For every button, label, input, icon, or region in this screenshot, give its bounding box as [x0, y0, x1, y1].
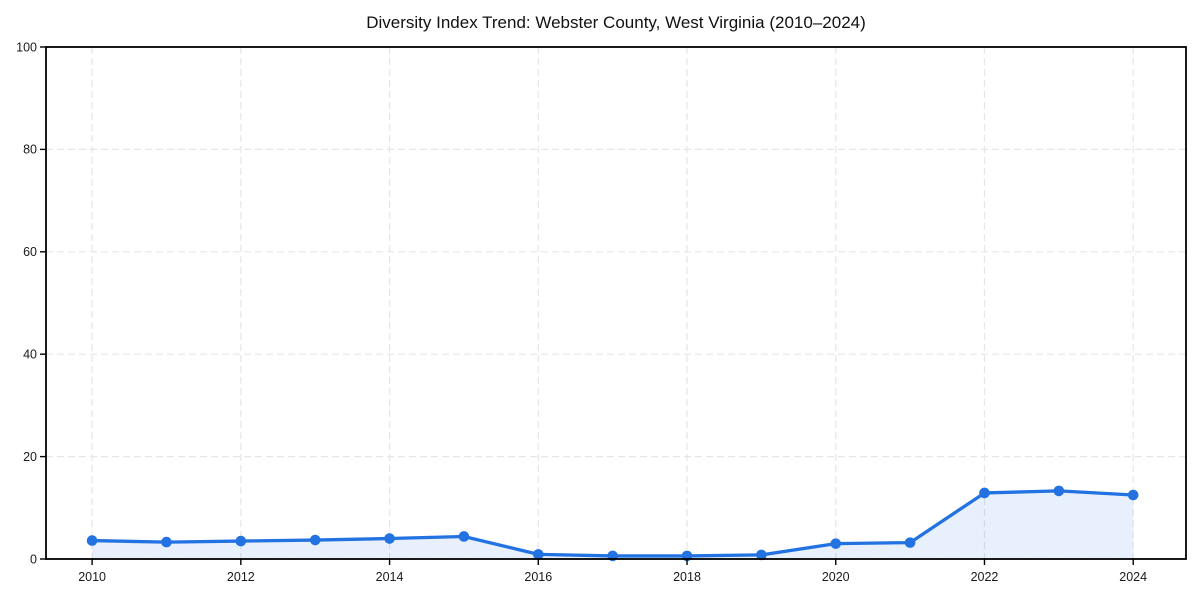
plot-frame — [45, 46, 1187, 560]
data-point — [161, 536, 172, 548]
x-tick-label: 2020 — [822, 570, 850, 584]
gridlines — [46, 46, 1186, 560]
data-point — [235, 535, 247, 547]
area-fill — [92, 490, 1134, 559]
x-tick-label: 2022 — [971, 570, 999, 584]
tick-marks — [40, 46, 1134, 565]
data-point — [309, 534, 321, 546]
x-tick-label: 2016 — [524, 570, 552, 584]
y-tick-label: 80 — [23, 143, 37, 157]
x-tick-label: 2014 — [376, 570, 404, 584]
y-tick-label: 60 — [23, 245, 37, 259]
x-tick-label: 2012 — [227, 570, 255, 584]
y-tick-label: 40 — [23, 348, 37, 362]
x-tick-label: 2018 — [673, 570, 701, 584]
x-tick-label: 2024 — [1119, 570, 1147, 584]
y-tick-label: 100 — [16, 40, 37, 54]
y-tick-label: 20 — [23, 450, 37, 464]
data-point — [830, 538, 842, 549]
data-point — [86, 535, 98, 546]
data-point — [458, 531, 470, 542]
data-points — [86, 485, 1139, 562]
x-tick-label: 2010 — [78, 570, 106, 584]
data-point — [532, 549, 544, 560]
axes-frame — [45, 46, 1187, 560]
data-point — [904, 537, 916, 548]
data-point — [1127, 489, 1139, 501]
chart-title: Diversity Index Trend: Webster County, W… — [366, 13, 866, 32]
data-point — [1053, 485, 1065, 497]
tick-labels: 2010 2012 2014 2016 2018 2020 2022 2024 0 20 40 60 8… — [16, 40, 1147, 584]
data-point — [979, 487, 990, 499]
data-point — [756, 549, 767, 561]
data-point — [384, 533, 395, 544]
y-tick-label: 0 — [30, 552, 37, 566]
series-area — [92, 490, 1134, 559]
